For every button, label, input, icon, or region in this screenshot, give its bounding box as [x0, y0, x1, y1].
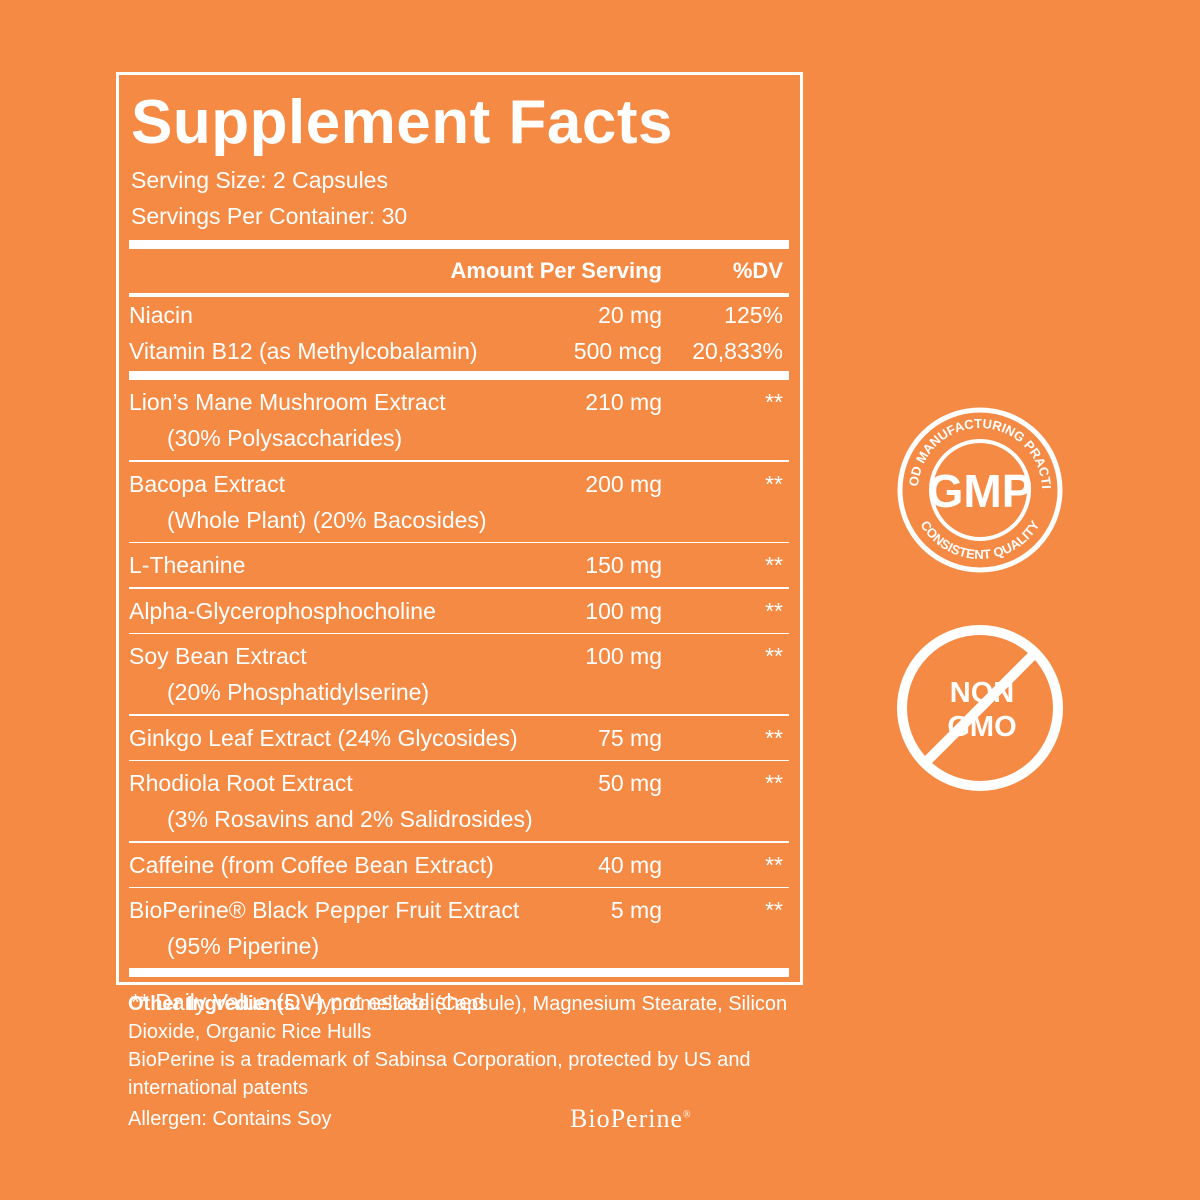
- dv: **: [765, 770, 783, 796]
- amount: 40 mg: [598, 851, 662, 878]
- dv: **: [765, 897, 783, 923]
- row: BioPerine® Black Pepper Fruit Extract (95…: [129, 888, 789, 968]
- divider: [129, 632, 789, 634]
- non-gmo-badge: NON GMO: [897, 625, 1063, 791]
- ingredients: Lion’s Mane Mushroom Extract (30% Polysac…: [129, 380, 789, 968]
- title: Supplement Facts: [131, 88, 673, 157]
- badge-ring: [929, 439, 1031, 541]
- dv: 125%: [724, 302, 783, 328]
- amount: 200 mg: [585, 470, 662, 497]
- column-header: Amount Per Serving %DV: [129, 249, 789, 293]
- name: Vitamin B12 (as Methylcobalamin): [129, 338, 478, 364]
- sub-name: (20% Phosphatidylserine): [167, 679, 430, 705]
- row: Lion’s Mane Mushroom Extract (30% Polysac…: [129, 380, 789, 460]
- name: Ginkgo Leaf Extract (24% Glycosides): [129, 724, 518, 751]
- row: Bacopa Extract (Whole Plant) (20% Bacosid…: [129, 462, 789, 542]
- amount: 100 mg: [585, 597, 662, 624]
- name: BioPerine® Black Pepper Fruit Extract: [129, 897, 520, 923]
- divider: [129, 460, 789, 462]
- divider: [129, 541, 789, 543]
- dv-header: %DV: [732, 258, 783, 283]
- divider: [129, 968, 789, 977]
- divider: [129, 587, 789, 589]
- amount: 150 mg: [585, 552, 662, 578]
- facts-panel: Supplement Facts Serving Size: 2 Capsule…: [116, 72, 803, 1015]
- logo-name: BioPerine: [570, 1104, 683, 1133]
- divider: [129, 714, 789, 716]
- amount: 50 mg: [598, 770, 662, 796]
- name: Alpha-Glycerophosphocholine: [129, 597, 436, 624]
- row: Rhodiola Root Extract (3% Rosavins and 2%…: [129, 761, 789, 841]
- row: Caffeine (from Coffee Bean Extract) 40 mg…: [129, 843, 789, 887]
- serving-size: Serving Size: 2 Capsules: [131, 167, 388, 193]
- facts-table: Amount Per Serving %DV Niacin 20 mg 125% Vi…: [129, 240, 789, 1016]
- dv: **: [765, 552, 783, 578]
- row: L-Theanine 150 mg **: [129, 543, 789, 587]
- other-info: Other Ingredients: Hypromellose (Capsule…: [128, 990, 808, 1102]
- sub-name: (3% Rosavins and 2% Salidrosides): [167, 806, 533, 832]
- divider: [129, 240, 789, 249]
- dv: **: [765, 597, 783, 624]
- amount: 100 mg: [585, 643, 662, 669]
- amount: 5 mg: [610, 897, 662, 923]
- sub-name: (95% Piperine): [167, 933, 320, 959]
- row: Alpha-Glycerophosphocholine 100 mg **: [129, 589, 789, 633]
- badge-line1: NON: [950, 677, 1014, 709]
- dv: **: [765, 851, 783, 878]
- logo-mark: ®: [683, 1109, 692, 1121]
- other-label: Other Ingredients:: [128, 993, 302, 1015]
- badge-slash: [921, 649, 1039, 767]
- amount: 210 mg: [585, 389, 662, 415]
- bioperine-logo: BioPerine®: [570, 1104, 692, 1134]
- servings-per-container: Servings Per Container: 30: [131, 203, 408, 229]
- row: Ginkgo Leaf Extract (24% Glycosides) 75 m…: [129, 716, 789, 760]
- divider: [129, 371, 789, 380]
- footnote: ** Daily Value (DV) not established: [131, 989, 485, 1015]
- row: Soy Bean Extract (20% Phosphatidylserine)…: [129, 634, 789, 714]
- name: Soy Bean Extract: [129, 643, 307, 669]
- badge-center: GMP: [928, 465, 1033, 517]
- sub-name: (Whole Plant) (20% Bacosides): [167, 506, 487, 533]
- dv: 20,833%: [692, 338, 783, 364]
- name: Lion’s Mane Mushroom Extract: [129, 389, 446, 415]
- badge-line2: GMO: [947, 711, 1016, 743]
- divider: [129, 759, 789, 761]
- amount: 20 mg: [598, 302, 662, 328]
- divider: [129, 841, 789, 843]
- badge-top-path: GOOD MANUFACTURING PRACTICE: [0, 0, 1054, 489]
- dv: **: [765, 643, 783, 669]
- trademark: BioPerine is a trademark of Sabinsa Corp…: [128, 1049, 751, 1099]
- badge-ring: [897, 625, 1063, 791]
- row: Vitamin B12 (as Methylcobalamin) 500 mcg 2…: [129, 333, 789, 369]
- name: Rhodiola Root Extract: [129, 770, 353, 796]
- name: Caffeine (from Coffee Bean Extract): [129, 851, 494, 878]
- dv: **: [765, 389, 783, 415]
- gmp-badge: GOOD MANUFACTURING PRACTICE CONSISTENT Q…: [0, 0, 1063, 573]
- amount: 75 mg: [598, 724, 662, 751]
- amount-header: Amount Per Serving: [450, 258, 662, 283]
- other-text: Hypromellose (Capsule), Magnesium Steara…: [128, 993, 788, 1043]
- name: Bacopa Extract: [129, 470, 285, 497]
- dv: **: [765, 724, 783, 751]
- badge-top: GOOD MANUFACTURING PRACTICE: [0, 0, 1054, 489]
- allergen: Allergen: Contains Soy: [128, 1108, 332, 1130]
- divider: [129, 886, 789, 888]
- amount: 500 mcg: [573, 338, 662, 364]
- name: Niacin: [129, 302, 193, 328]
- sub-name: (30% Polysaccharides): [167, 425, 403, 451]
- row: Niacin 20 mg 125%: [129, 297, 789, 333]
- divider: [129, 293, 789, 297]
- dv: **: [765, 470, 783, 497]
- badge-ring: [897, 407, 1063, 573]
- vitamins: Niacin 20 mg 125% Vitamin B12 (as Methylcob…: [129, 297, 789, 369]
- name: L-Theanine: [129, 552, 246, 578]
